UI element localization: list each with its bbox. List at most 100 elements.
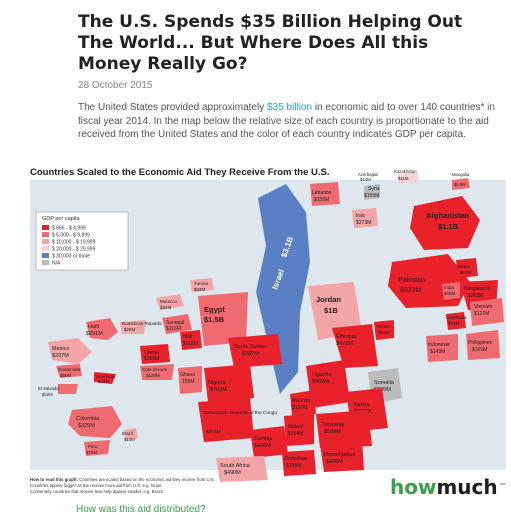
article-intro: The United States provided approximately… [78, 101, 496, 142]
country-value: $34M [160, 305, 172, 310]
country-label: Democratic Republic of the Congo [204, 410, 277, 416]
legend-box [35, 211, 129, 271]
country-value: $272M [206, 429, 221, 435]
country-label: Nepal [458, 264, 470, 269]
country-value: $63M [194, 287, 206, 292]
title-line: Money Really Go? [78, 54, 248, 74]
country-lebanon [310, 182, 340, 206]
country-label: Liberia [144, 350, 159, 356]
country-label: Malawi [288, 424, 304, 430]
country-value: $143M [430, 349, 445, 355]
country-value: $81M [460, 270, 472, 275]
title-line: The World... But Where Does All this [78, 33, 429, 53]
country-value: $25M [124, 327, 136, 332]
country-uganda [306, 360, 350, 408]
country-value: $14M [360, 177, 371, 182]
country-value: $406M [254, 443, 271, 449]
country-mexico [48, 338, 92, 364]
title-line: The U.S. Spends $35 Billion Helping Out [78, 12, 463, 32]
country-label: Mali [183, 334, 192, 340]
country-label: Afghanistan [426, 211, 470, 220]
brand-much: much [436, 475, 497, 499]
country-value: $235M [374, 387, 391, 393]
country-value: $933M [400, 287, 422, 294]
country-label: Zimbabwe [284, 456, 307, 462]
country-value: $373M [356, 220, 371, 226]
country-label: Haiti [88, 324, 99, 330]
aid-distribution-link[interactable]: How was this aid distributed? [76, 504, 206, 515]
country-value: $22M [42, 392, 53, 397]
country-label: Tanzania [322, 422, 345, 428]
country-kazakhstan [398, 172, 418, 184]
legend-title: GDP per capita [42, 216, 80, 222]
aid-map-infographic: Countries Scaled to the Economic Aid The… [28, 162, 508, 502]
country-jordan [308, 282, 362, 340]
country-cambodia [446, 312, 466, 330]
country-senegal [162, 314, 192, 334]
footnote-bold: How to read this graph: [30, 477, 79, 482]
country-label: Somalia [374, 380, 395, 386]
country-label: Philippines [468, 340, 493, 346]
country-value: $118M [183, 341, 198, 347]
country-value: $5.5M [454, 182, 466, 187]
country-label: Rwanda [292, 398, 311, 404]
country-value: $291M [86, 331, 103, 337]
country-value: $116M [166, 326, 181, 332]
country-label: South Sudan [234, 344, 266, 350]
country-value: $588M [324, 429, 341, 435]
country-label: Zambia [254, 436, 273, 442]
country-honduras [94, 372, 116, 384]
country-value: $1,5B [204, 315, 225, 324]
country-value: $197M [292, 405, 307, 411]
country-value: $287M [242, 351, 259, 357]
footnote-line: How to read this graph: Countries are sc… [30, 477, 215, 482]
country-label: Pakistan [398, 277, 425, 284]
country-label: Indonesia [428, 342, 450, 348]
country-syria [364, 184, 380, 200]
footnote-line: Countries appear bigger as the receive m… [30, 483, 163, 488]
country-cote-divoire [140, 364, 174, 380]
country-value: $1B [324, 306, 338, 315]
brand-how: how [390, 475, 436, 499]
legend-swatch [42, 246, 49, 251]
country-mali [180, 330, 202, 350]
article-title: The U.S. Spends $35 Billion Helping Out … [78, 12, 488, 75]
country-value: $203M [468, 293, 483, 299]
legend-swatch [42, 239, 49, 244]
legend-swatch [42, 260, 49, 265]
intro-text: The United States provided approximately [78, 102, 267, 113]
country-ghana [178, 366, 202, 394]
country-label: Kenya [354, 402, 371, 408]
country-mozambique [320, 440, 364, 472]
intro-text: in economic aid to over 140 countries* i… [78, 102, 495, 140]
country-guatemala [56, 364, 82, 378]
country-label: Azerbaijan [358, 172, 379, 177]
country-south-sudan [228, 334, 282, 368]
country-value: $158M [144, 356, 159, 362]
country-nepal [456, 258, 478, 278]
country-label: Mongolia [452, 172, 470, 177]
country-south-africa [216, 456, 268, 482]
country-dominican-republic [120, 320, 146, 334]
country-value: $490M [224, 470, 241, 476]
country-mongolia [452, 178, 470, 190]
country-label: Guatemala [58, 367, 81, 372]
country-vietnam [470, 298, 504, 326]
country-label: Brazil [122, 431, 133, 436]
legend-label: $ 10,000 - $ 19,999 [52, 240, 96, 246]
country-label: Colombia [76, 416, 100, 422]
aid-amount-link[interactable]: $35 billion [267, 102, 313, 113]
country-label: Iraq [356, 213, 365, 219]
legend-label: $ 30,000 or more [52, 254, 90, 260]
country-morocco [156, 294, 184, 310]
howmuch-logo: howmuch .net [390, 475, 507, 499]
country-zimbabwe [282, 450, 316, 476]
country-tunisia [190, 278, 214, 292]
country-label: Uganda [312, 372, 332, 378]
country-label: El Salvador [38, 386, 61, 391]
country-rwanda [290, 390, 316, 416]
country-value: $207M [52, 353, 69, 359]
country-value: $99M [444, 291, 456, 296]
brand-suffix: .net [499, 481, 507, 486]
country-value: $120M [146, 373, 160, 378]
